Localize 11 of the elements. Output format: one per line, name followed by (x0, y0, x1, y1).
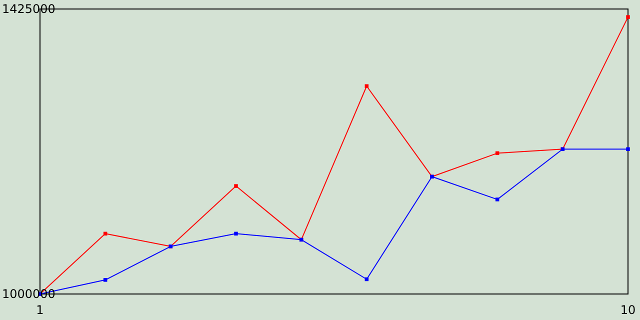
point (234, 184, 238, 188)
point (364, 84, 369, 88)
point (234, 232, 238, 236)
point (626, 147, 630, 152)
x-tick-label: 10 (620, 303, 636, 317)
point (626, 15, 630, 19)
y-tick-label: 1425000 (2, 2, 56, 16)
point (103, 278, 108, 282)
y-tick-label: 1000000 (2, 287, 56, 302)
point (495, 198, 500, 202)
x-tick-label: 1 (36, 303, 44, 317)
